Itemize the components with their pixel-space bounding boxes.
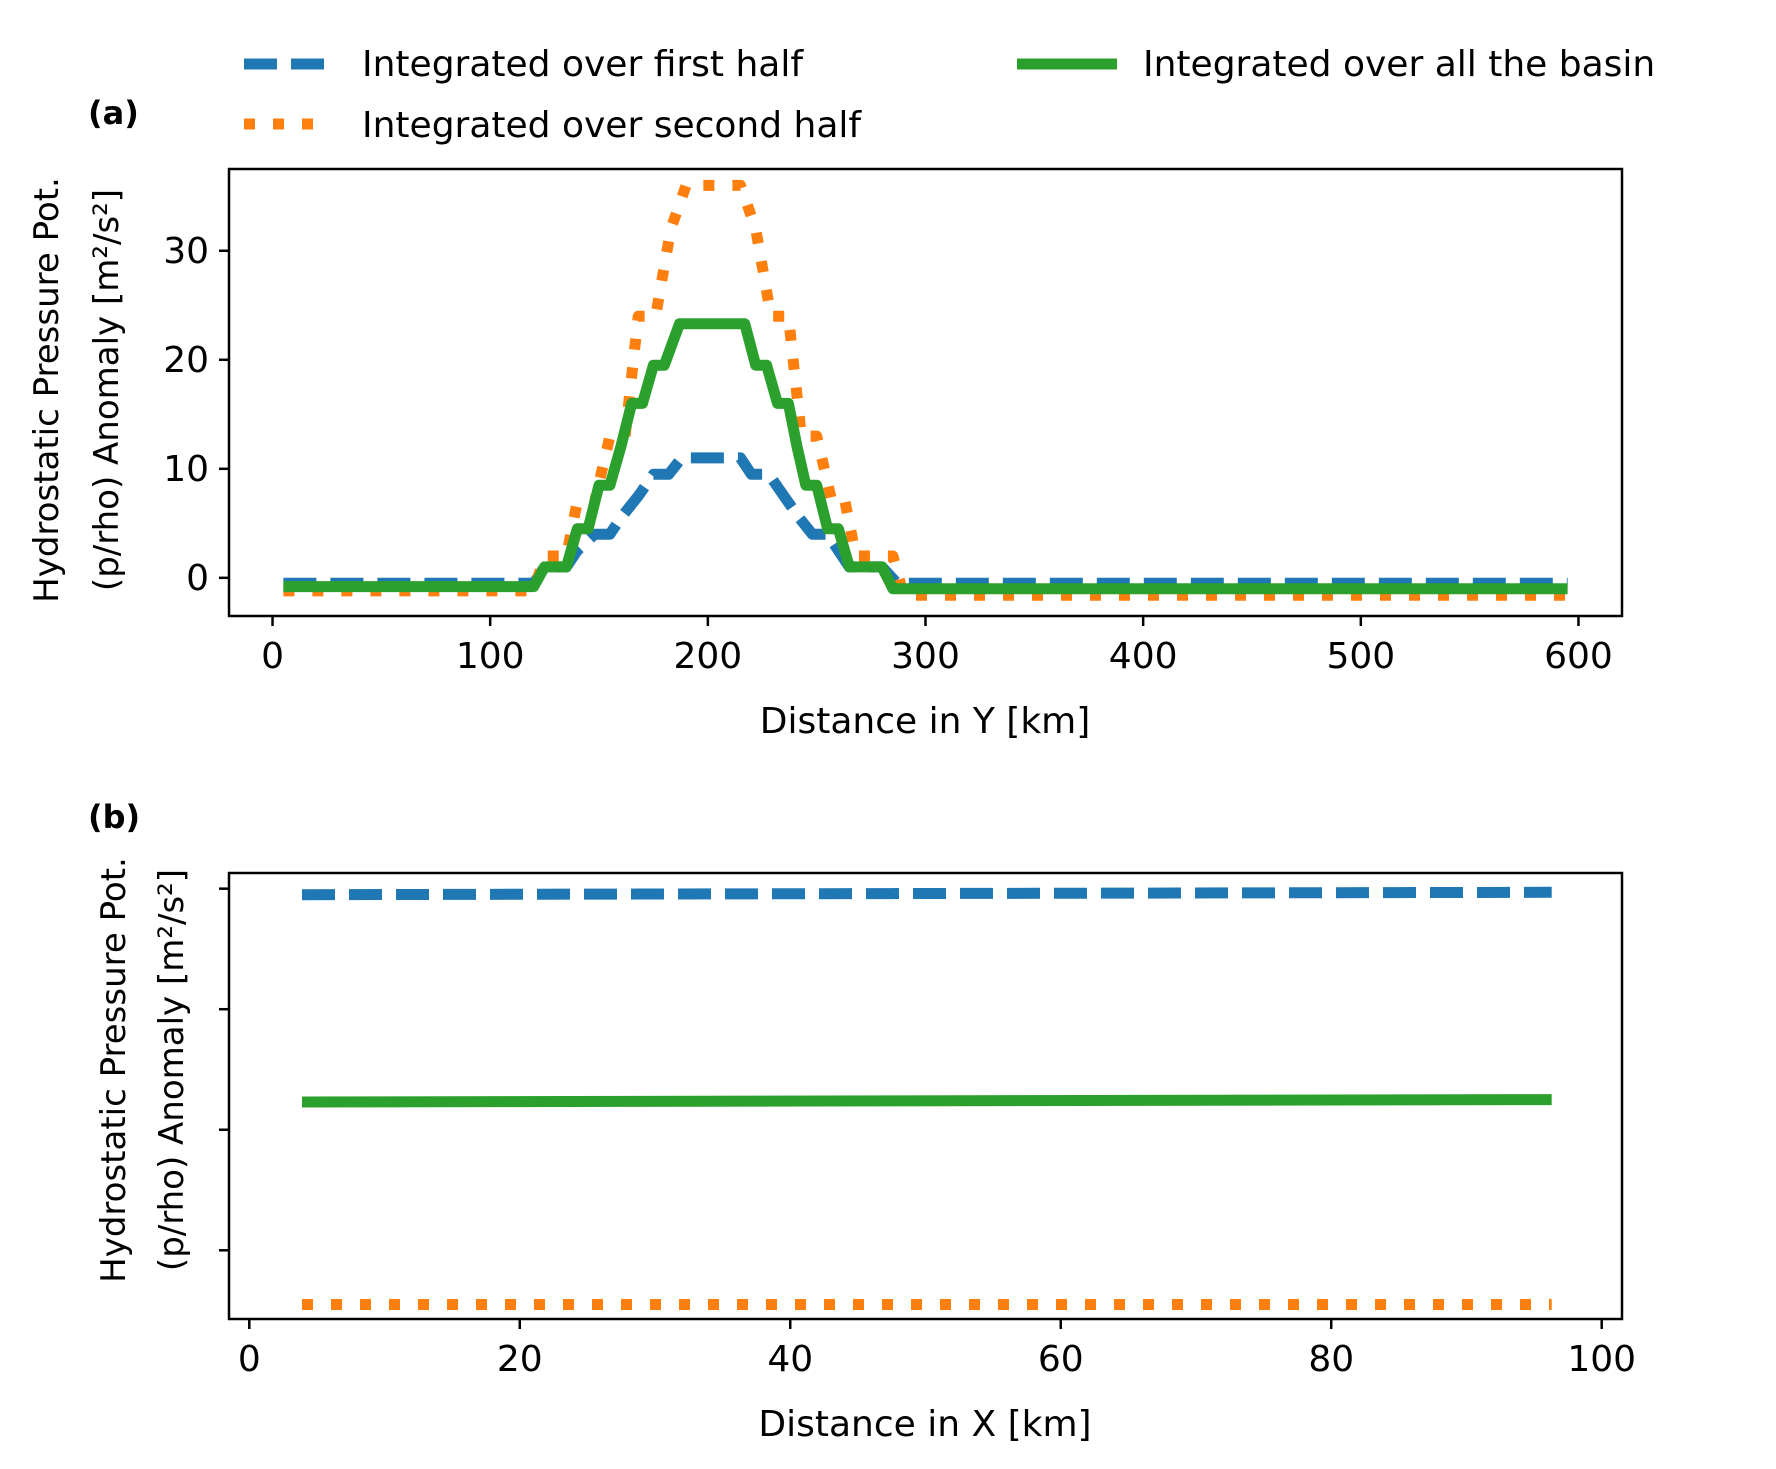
- panel-b-xtick-label: 40: [767, 1339, 813, 1380]
- panel-a-xtick-label: 400: [1109, 636, 1178, 677]
- panel-a-ylabel-line2: (p/rho) Anomaly [m²/s²]: [87, 189, 127, 591]
- panel-a-ytick-label: 0: [186, 558, 209, 599]
- panel-b-xtick-label: 60: [1038, 1339, 1084, 1380]
- legend-label-first-half: Integrated over first half: [362, 44, 804, 85]
- panel-a-ytick-label: 10: [163, 449, 209, 490]
- panel-b-ylabel-line2: (p/rho) Anomaly [m²/s²]: [152, 869, 192, 1271]
- panel-b-xlabel: Distance in X [km]: [758, 1404, 1091, 1445]
- legend: Integrated over first half Integrated ov…: [244, 44, 1655, 146]
- panel-a-xlabel: Distance in Y [km]: [760, 701, 1091, 742]
- panel-a: (a) Hydrostatic Pressure Pot. (p/rho) An…: [27, 94, 1624, 742]
- panel-b-axes: 0 20 40 60 80 100: [219, 887, 1636, 1380]
- panel-a-frame: [227, 167, 1624, 618]
- panel-a-xtick-label: 600: [1544, 636, 1613, 677]
- panel-b-ylabel-line1: Hydrostatic Pressure Pot.: [94, 857, 134, 1283]
- panel-a-label: (a): [88, 94, 139, 132]
- panel-a-axes: 0 100 200 300 400 500 600 0 10 20 30: [163, 231, 1613, 677]
- panel-a-xtick-label: 0: [261, 636, 284, 677]
- panel-a-xtick-label: 200: [673, 636, 742, 677]
- panel-a-plot-area: [283, 179, 1568, 601]
- panel-a-series-integrated-over-second-half: [283, 179, 1568, 601]
- panel-a-series-integrated-over-all-the-basin: [283, 318, 1568, 595]
- panel-b-xtick-label: 80: [1308, 1339, 1354, 1380]
- panel-b-plot-area: [301, 886, 1552, 1310]
- panel-b-xtick-label: 0: [238, 1339, 261, 1380]
- panel-a-ytick-label: 30: [163, 231, 209, 272]
- panel-b-series-integrated-over-all-the-basin: [301, 1094, 1552, 1108]
- panel-b-frame: [227, 871, 1624, 1321]
- panel-b-series-integrated-over-first-half: [301, 886, 1552, 901]
- legend-label-second-half: Integrated over second half: [362, 105, 862, 146]
- panel-a-xtick-label: 100: [456, 636, 525, 677]
- legend-label-all-basin: Integrated over all the basin: [1143, 44, 1655, 85]
- panel-a-series-integrated-over-first-half: [283, 452, 1568, 589]
- panel-b-xtick-label: 20: [497, 1339, 543, 1380]
- panel-b-label: (b): [88, 798, 140, 836]
- panel-a-ytick-label: 20: [163, 340, 209, 381]
- panel-b: (b) Hydrostatic Pressure Pot. (p/rho) An…: [88, 798, 1636, 1445]
- legend-entry-all-basin: Integrated over all the basin: [1017, 44, 1655, 85]
- panel-a-xtick-label: 300: [891, 636, 960, 677]
- panel-b-xtick-label: 100: [1567, 1339, 1636, 1380]
- panel-a-xtick-label: 500: [1326, 636, 1395, 677]
- legend-entry-first-half: Integrated over first half: [244, 44, 804, 85]
- panel-a-ylabel-line1: Hydrostatic Pressure Pot.: [27, 177, 67, 603]
- legend-entry-second-half: Integrated over second half: [244, 105, 862, 146]
